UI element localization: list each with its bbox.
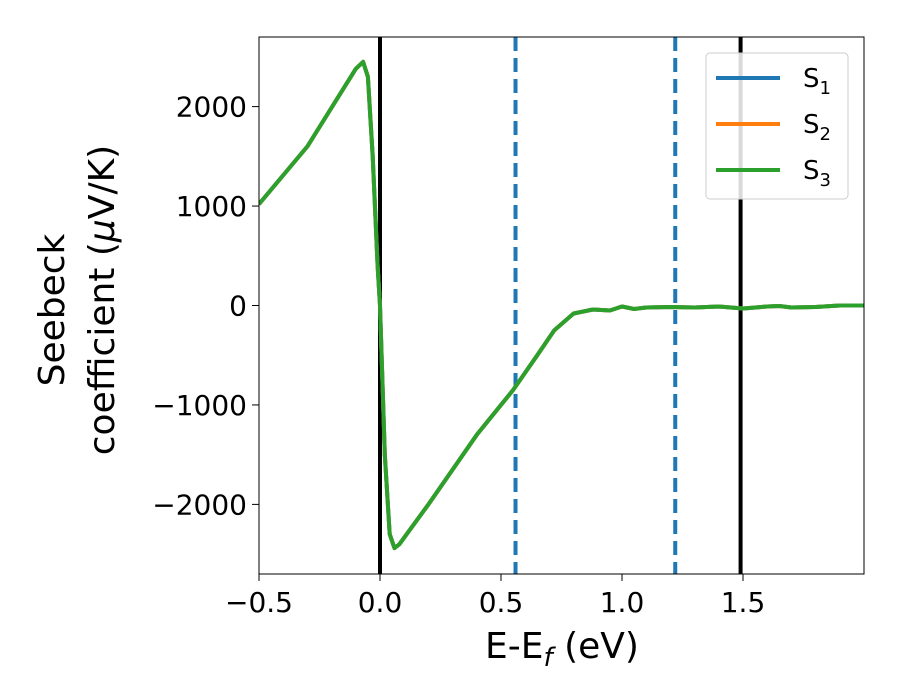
x-tick-label: 1.0 [600,586,645,619]
x-tick-label: 0.5 [479,586,524,619]
y-axis-label-line1: Seebeck [32,233,73,386]
x-tick-label: 0.0 [358,586,403,619]
y-axis-ticks: 2000 1000 0 −1000 −2000 [152,91,259,521]
y-tick-label: 2000 [176,91,247,124]
legend-label-2: S2 [803,110,831,145]
legend: S1 S2 S3 [705,52,849,200]
x-tick-label: −0.5 [225,586,293,619]
y-tick-label: 0 [229,290,247,323]
x-axis-label: E-Ef (eV) [485,626,639,673]
x-axis-ticks: −0.5 0.0 0.5 1.0 1.5 [225,574,765,619]
y-tick-label: 1000 [176,190,247,223]
y-tick-label: −1000 [152,389,247,422]
legend-label-3: S3 [803,156,831,191]
series-layer [259,59,864,551]
series-line-3 [259,59,864,551]
y-axis-label-line2: coefficient (μV/K) [82,145,123,455]
y-tick-label: −2000 [152,488,247,521]
x-tick-label: 1.5 [721,586,766,619]
legend-label-1: S1 [803,64,831,99]
